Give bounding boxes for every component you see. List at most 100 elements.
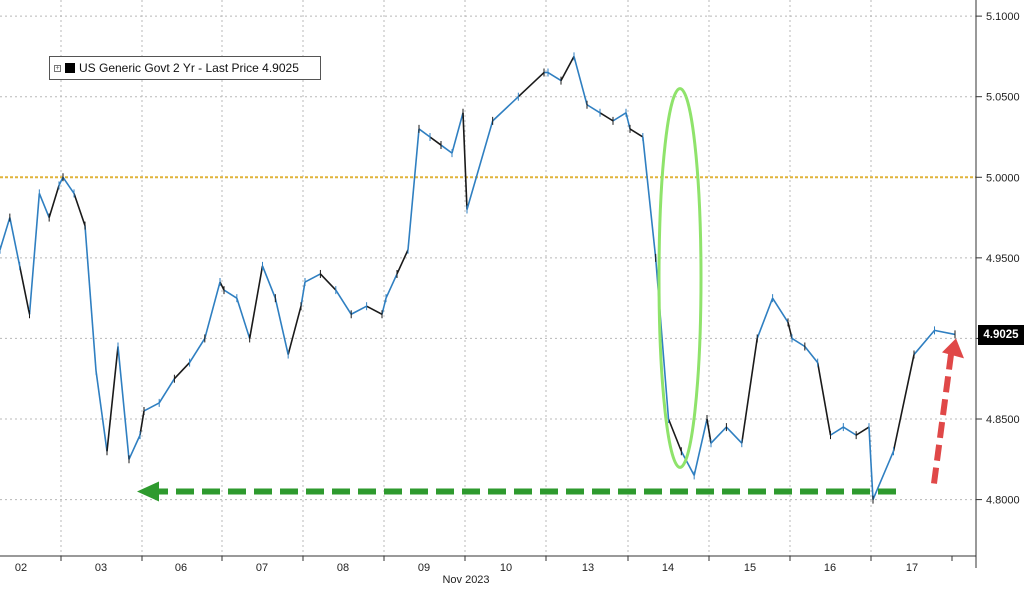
series-segment: [335, 289, 352, 315]
series-segment: [706, 418, 712, 444]
series-segment: [287, 305, 302, 355]
chart-grid: [0, 0, 976, 556]
series-segment: [804, 345, 819, 364]
series-segment: [38, 193, 50, 218]
series-segment: [599, 112, 614, 122]
series-segment: [913, 329, 936, 356]
y-axis-ticks: 4.80004.85004.90004.95005.00005.05005.10…: [976, 11, 1020, 507]
series-segment: [892, 354, 915, 452]
series-segment: [173, 362, 191, 380]
x-tick-label: 07: [256, 562, 268, 574]
series-segment: [667, 418, 683, 452]
series-segment: [842, 426, 857, 436]
series-segment: [816, 362, 832, 436]
series-segment: [223, 289, 238, 299]
expand-box-icon[interactable]: +: [54, 64, 61, 72]
series-segment: [462, 112, 468, 210]
legend-label: US Generic Govt 2 Yr - Last Price 4.9025: [79, 61, 299, 75]
series-segment: [586, 104, 601, 114]
series-segment: [612, 112, 627, 122]
series-segment: [396, 249, 409, 275]
series-segment: [418, 128, 431, 138]
x-tick-label: 08: [337, 562, 349, 574]
series-segment: [18, 265, 31, 315]
x-tick-label: 10: [500, 562, 512, 574]
series-segment: [573, 56, 588, 105]
series-segment: [58, 176, 64, 186]
x-tick-label: 15: [744, 562, 756, 574]
series-segment: [0, 217, 11, 251]
series-segment: [756, 297, 774, 339]
y-tick-label: 4.8000: [986, 495, 1020, 507]
x-axis-title: Nov 2023: [442, 574, 489, 586]
series-segment: [381, 297, 387, 315]
series-segment: [300, 281, 306, 307]
series-segment: [219, 281, 225, 291]
series-segment: [517, 71, 545, 98]
x-axis-ticks: 02 03 06 07 08 09 10 13 14 15 16 17: [15, 556, 953, 574]
series-segment: [791, 337, 806, 348]
series-segment: [934, 329, 956, 336]
series-segment: [106, 346, 119, 452]
series-segment: [84, 225, 97, 371]
series-segment: [547, 71, 562, 82]
y-tick-label: 4.8500: [986, 414, 1020, 426]
series-segment: [28, 193, 41, 315]
series-segment: [366, 305, 383, 315]
x-tick-label: 14: [662, 562, 674, 574]
series-segment: [451, 112, 464, 154]
highlight-ellipse: [657, 87, 703, 469]
x-tick-label: 06: [175, 562, 187, 574]
series-segment: [62, 176, 75, 194]
series-segment: [274, 297, 289, 355]
series-segment: [48, 185, 60, 218]
x-tick-label: 17: [906, 562, 918, 574]
x-tick-label: 02: [15, 562, 27, 574]
series-segment: [117, 346, 130, 460]
y-tick-label: 4.9500: [986, 253, 1020, 265]
y-tick-label: 5.0500: [986, 92, 1020, 104]
series-segment: [9, 217, 21, 267]
series-segment: [407, 128, 420, 250]
x-tick-label: 03: [95, 562, 107, 574]
chart-annotations: [137, 87, 964, 502]
series-segment: [787, 322, 793, 339]
series-segment: [204, 281, 221, 339]
series-segment: [725, 426, 743, 444]
series-segment: [710, 426, 727, 444]
series-segment: [680, 450, 695, 476]
y-tick-label: 5.1000: [986, 11, 1020, 23]
y-tick-label: 5.0000: [986, 172, 1020, 184]
series-segment: [261, 265, 277, 299]
series-segment: [872, 450, 895, 500]
series-segment: [855, 426, 870, 436]
series-segment: [128, 434, 141, 460]
series-segment: [95, 370, 108, 452]
series-segment: [625, 112, 631, 130]
series-segment: [440, 144, 453, 154]
series-segment: [560, 56, 575, 81]
series-segment: [236, 297, 251, 339]
series-segment: [158, 378, 176, 404]
series-segment: [642, 136, 657, 258]
series-segment: [319, 273, 337, 291]
series-segment: [188, 338, 206, 364]
series-segment: [741, 338, 758, 444]
series-segment: [868, 427, 874, 500]
series-segment: [385, 273, 398, 299]
series-segment: [429, 136, 442, 146]
series-swatch: [65, 63, 75, 73]
series-segment: [830, 426, 844, 436]
price-series: [0, 52, 956, 504]
x-tick-label: 16: [824, 562, 836, 574]
x-tick-label: 13: [582, 562, 594, 574]
series-segment: [143, 402, 160, 412]
chart-legend[interactable]: + US Generic Govt 2 Yr - Last Price 4.90…: [49, 56, 321, 80]
rise-arrow-head: [942, 338, 964, 359]
last-price-tag: 4.9025: [978, 325, 1024, 345]
support-arrow-head: [137, 481, 159, 502]
x-tick-label: 09: [418, 562, 430, 574]
series-segment: [139, 410, 145, 436]
series-segment: [248, 265, 264, 339]
